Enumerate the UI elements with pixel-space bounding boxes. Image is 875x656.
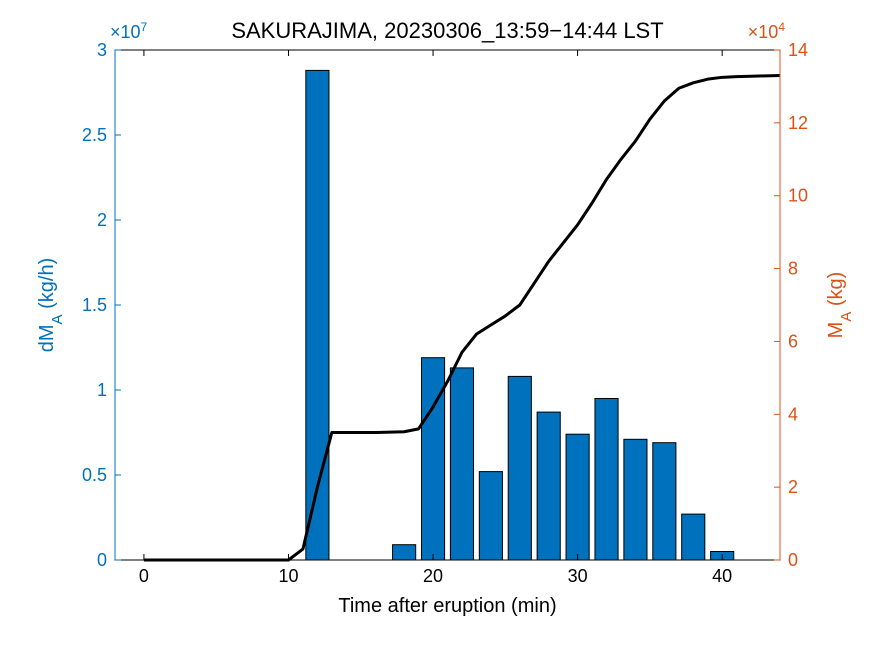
bar bbox=[479, 472, 502, 560]
x-tick-label: 20 bbox=[423, 566, 443, 586]
y-left-tick-label: 0.5 bbox=[82, 465, 107, 485]
x-axis-label: Time after eruption (min) bbox=[338, 595, 556, 617]
bar bbox=[595, 399, 618, 561]
x-tick-label: 30 bbox=[568, 566, 588, 586]
y-right-tick-label: 6 bbox=[788, 331, 798, 351]
y-right-tick-label: 8 bbox=[788, 259, 798, 279]
bars-group bbox=[306, 70, 734, 560]
y-right-axis-label: MA (kg) bbox=[825, 272, 855, 339]
y-left-axis-label: dMA (kg/h) bbox=[36, 258, 66, 353]
y-left-tick-label: 2 bbox=[97, 210, 107, 230]
x-tick-label: 40 bbox=[712, 566, 732, 586]
y-right-exp: ×104 bbox=[748, 20, 786, 42]
bar bbox=[566, 434, 589, 560]
y-left-tick-label: 0 bbox=[97, 550, 107, 570]
plot-border bbox=[115, 50, 780, 560]
y-left-tick-label: 1 bbox=[97, 380, 107, 400]
bar bbox=[537, 412, 560, 560]
y-left-exp: ×107 bbox=[110, 20, 148, 42]
bar bbox=[682, 514, 705, 560]
bar bbox=[624, 439, 647, 560]
chart-svg: 010203040Time after eruption (min)00.511… bbox=[0, 0, 875, 656]
y-right-tick-label: 10 bbox=[788, 186, 808, 206]
y-left-tick-label: 3 bbox=[97, 40, 107, 60]
y-right-tick-label: 2 bbox=[788, 477, 798, 497]
y-right-tick-label: 12 bbox=[788, 113, 808, 133]
x-tick-label: 10 bbox=[278, 566, 298, 586]
x-tick-label: 0 bbox=[139, 566, 149, 586]
y-right-tick-label: 14 bbox=[788, 40, 808, 60]
bar bbox=[450, 368, 473, 560]
bar bbox=[421, 358, 444, 560]
y-right-tick-label: 0 bbox=[788, 550, 798, 570]
y-left-tick-label: 1.5 bbox=[82, 295, 107, 315]
bar bbox=[393, 545, 416, 560]
bar bbox=[653, 443, 676, 560]
chart-title: SAKURAJIMA, 20230306_13:59−14:44 LST bbox=[231, 18, 663, 43]
y-right-tick-label: 4 bbox=[788, 404, 798, 424]
bar bbox=[508, 376, 531, 560]
chart-container: 010203040Time after eruption (min)00.511… bbox=[0, 0, 875, 656]
y-left-tick-label: 2.5 bbox=[82, 125, 107, 145]
